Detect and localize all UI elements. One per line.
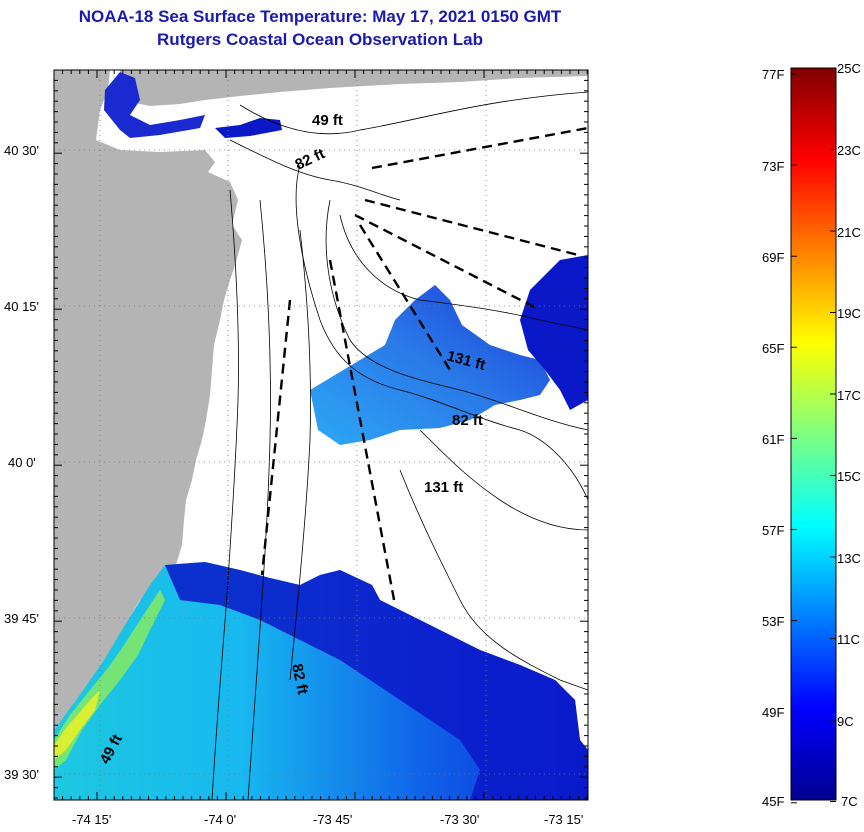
colorbar-f-label: 69F [762,250,784,265]
sst-plume [310,285,550,445]
colorbar-c-label: 19C [837,306,861,321]
colorbar-c-label: 15C [837,469,861,484]
sst-south-field [54,562,588,800]
land-mass [54,70,242,730]
colorbar-ticks [791,67,836,804]
lon-label: -73 45' [313,812,352,827]
lat-label: 39 45' [4,611,39,626]
depth-label: 49 ft [312,112,343,129]
lon-label: -74 0' [204,812,236,827]
lat-label: 39 30' [4,767,39,782]
colorbar-f-label: 65F [762,341,784,356]
lon-label: -73 15' [544,812,583,827]
colorbar-f-label: 45F [762,794,784,809]
graticule [54,70,588,800]
sst-north-patch [104,72,205,138]
colorbar-f-label: 73F [762,159,784,174]
lat-label: 40 15' [4,299,39,314]
sst-north-patch-2 [215,118,282,138]
shipping-lanes [260,126,588,606]
colorbar-c-label: 11C [837,632,860,647]
colorbar-c-label: 23C [837,143,861,158]
lat-label: 40 30' [4,143,39,158]
sst-plume-east [520,255,588,410]
colorbar-c-label: 7C [841,794,858,809]
sst-hot-nearshore [54,690,100,760]
colorbar-f-label: 53F [762,614,784,629]
colorbar-c-label: 21C [837,225,861,240]
depth-label: 131 ft [424,479,463,496]
land-north [120,70,588,106]
map-subtitle: Rutgers Coastal Ocean Observation Lab [157,30,483,49]
colorbar-c-label: 17C [837,388,861,403]
colorbar-c-label: 9C [837,714,854,729]
colorbar-c-label: 25C [837,61,861,76]
lon-label: -74 15' [72,812,111,827]
depth-label: 82 ft [288,662,311,696]
lon-label: -73 30' [440,812,479,827]
colorbar-c-label: 13C [837,551,861,566]
sst-south-edge [165,562,588,800]
lat-label: 40 0' [8,455,36,470]
colorbar-f-label: 57F [762,523,784,538]
frame-ticks [53,69,588,800]
depth-label: 82 ft [452,412,483,429]
colorbar [790,67,837,801]
map-title: NOAA-18 Sea Surface Temperature: May 17,… [78,7,562,26]
bathymetry-contours [211,91,588,800]
colorbar-f-label: 49F [762,705,784,720]
map-area [54,70,588,800]
colorbar-f-label: 61F [762,432,784,447]
colorbar-f-label: 77F [762,67,784,82]
